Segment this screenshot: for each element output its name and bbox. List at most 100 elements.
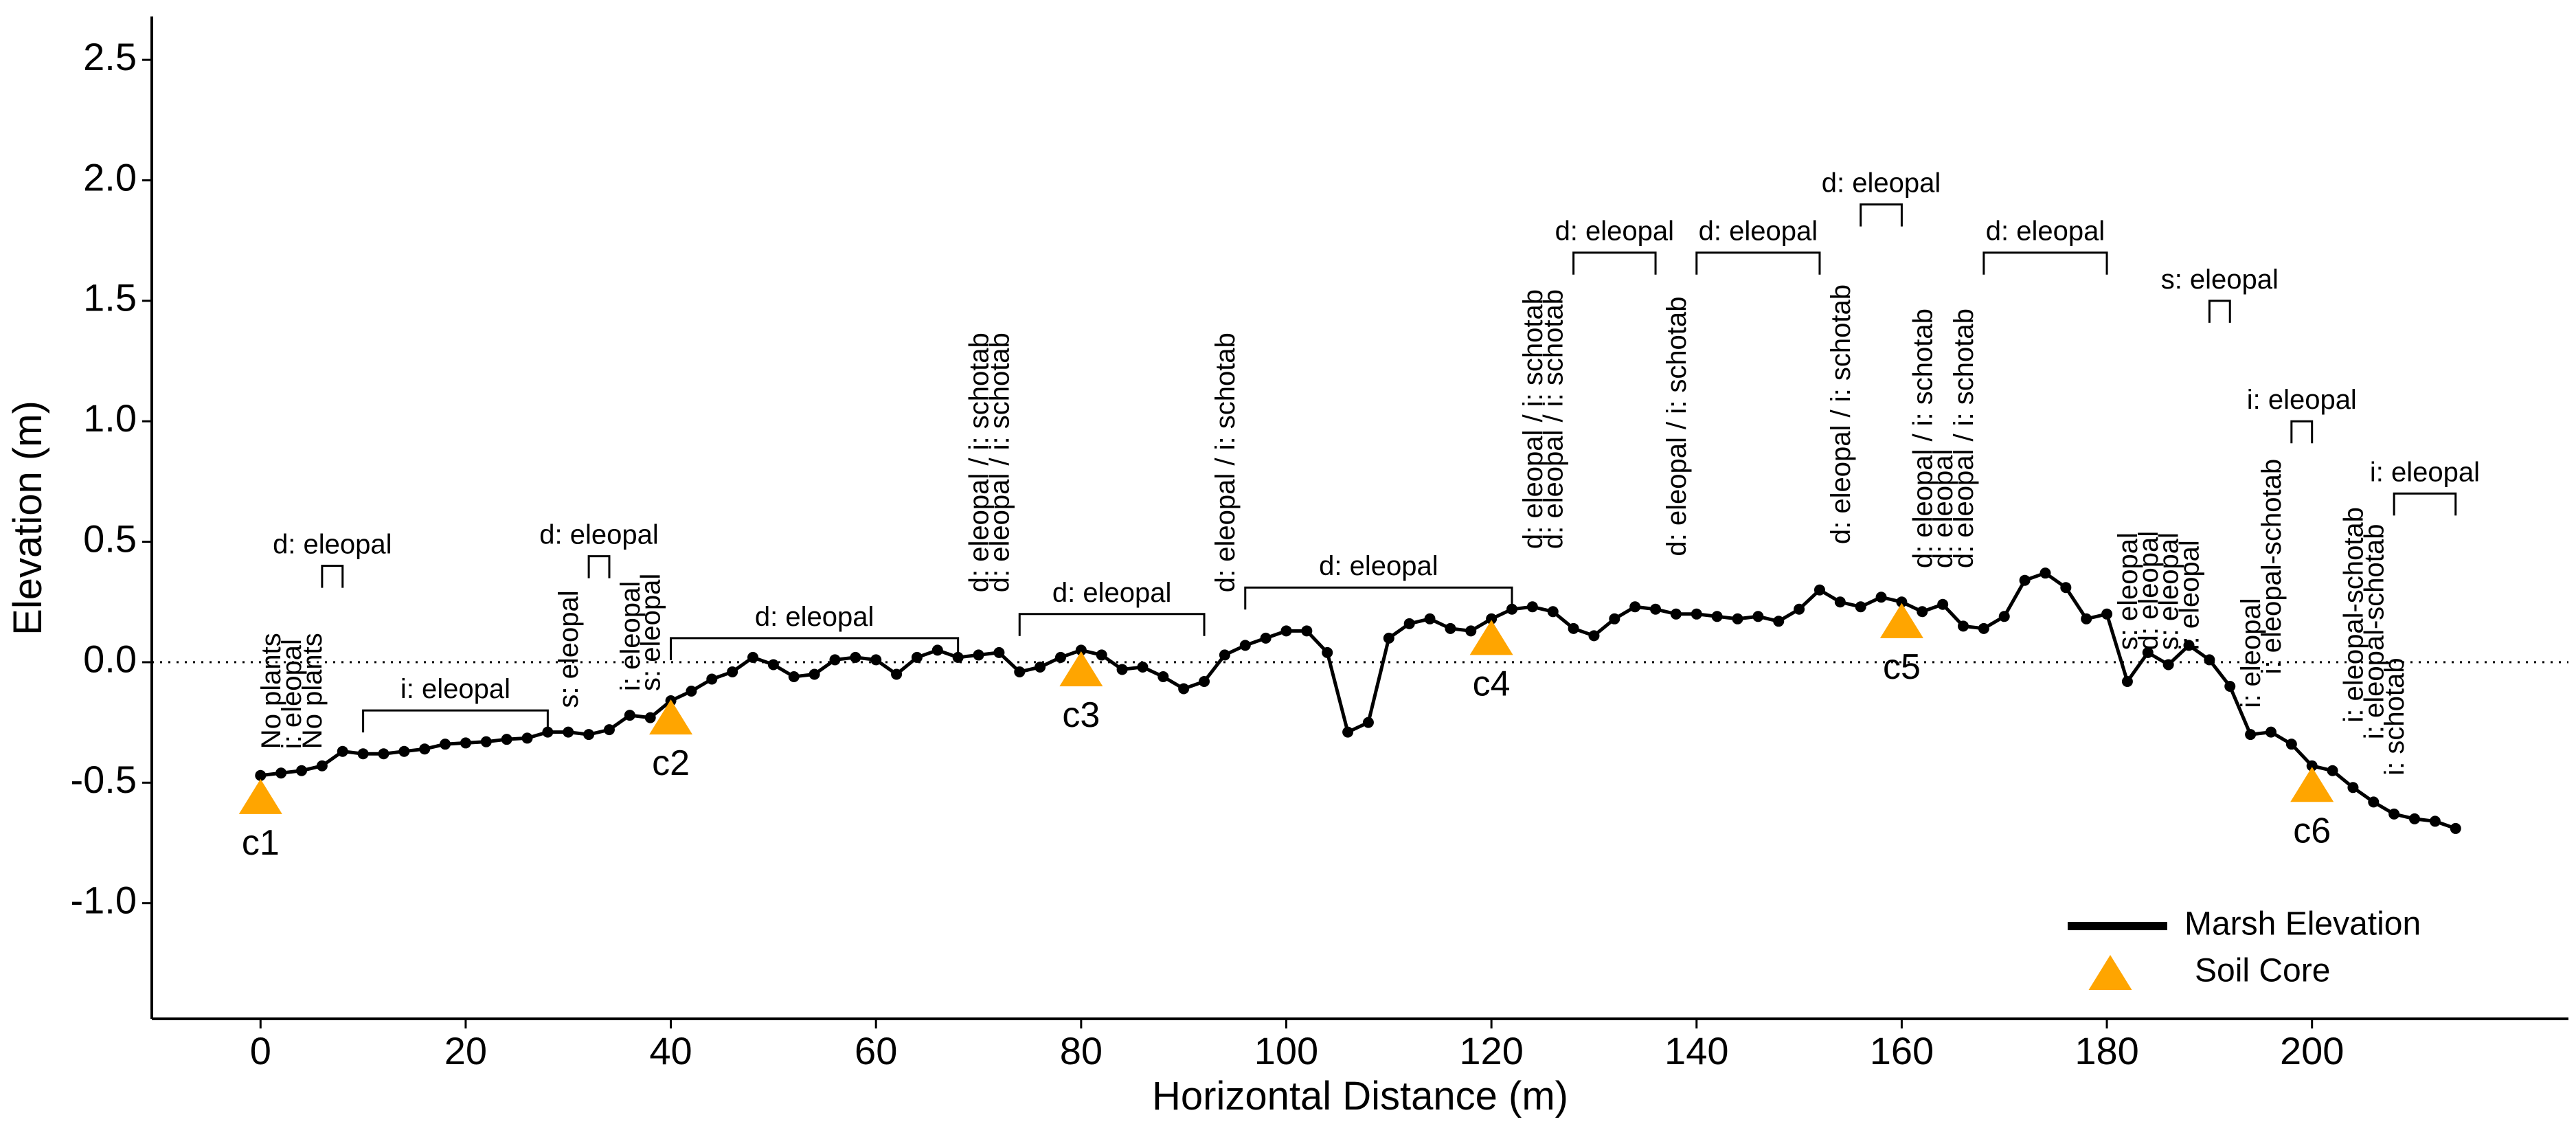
vegetation-label: d: eleopal: [1928, 449, 1958, 568]
soil-core: [1879, 603, 1923, 638]
bracket-label: d: eleopal: [1555, 216, 1674, 247]
elevation-point: [2409, 813, 2421, 824]
elevation-point: [2204, 654, 2215, 666]
x-tick-label: 100: [1254, 1029, 1318, 1072]
legend-triangle: [2088, 955, 2132, 990]
elevation-point: [850, 651, 861, 663]
legend-label: Soil Core: [2195, 953, 2330, 989]
bracket-label: i: eleopal: [2370, 457, 2480, 487]
elevation-point: [1547, 606, 1559, 618]
elevation-point: [378, 748, 389, 760]
bracket: [1860, 203, 1903, 227]
vegetation-label: d: eleopal / i: schotab: [1539, 289, 1569, 549]
elevation-point: [870, 654, 882, 666]
vegetation-label: d: eleopal / i: schotab: [1662, 297, 1692, 556]
bracket: [2208, 300, 2231, 323]
elevation-point: [563, 726, 574, 738]
elevation-point: [2245, 729, 2257, 741]
elevation-point: [1054, 651, 1066, 663]
core-label: c2: [652, 743, 690, 783]
bracket-label: s: eleopal: [2161, 264, 2279, 295]
elevation-point: [767, 659, 779, 671]
bracket-label: d: eleopal: [1699, 216, 1818, 247]
elevation-point: [1711, 611, 1723, 622]
elevation-point: [1342, 726, 1354, 738]
bracket-label: i: eleopal: [400, 674, 510, 704]
elevation-point: [911, 651, 923, 663]
elevation-point: [2224, 681, 2236, 693]
elevation-point: [521, 732, 533, 744]
elevation-point: [2368, 796, 2380, 808]
elevation-point: [1096, 649, 1107, 661]
elevation-point: [296, 765, 308, 776]
bracket: [587, 555, 611, 578]
elevation-point: [931, 644, 943, 656]
y-tick-label: 1.0: [83, 396, 137, 440]
elevation-point: [1137, 661, 1149, 673]
elevation-point: [460, 737, 471, 749]
elevation-point: [1609, 613, 1620, 624]
elevation-point: [1670, 608, 1682, 620]
elevation-point: [829, 654, 841, 666]
elevation-point: [1322, 646, 1333, 658]
elevation-point: [275, 767, 287, 779]
elevation-point: [788, 671, 800, 682]
x-tick-label: 20: [444, 1029, 487, 1072]
vegetation-label: i: eleopal-schotab: [2257, 459, 2287, 675]
elevation-point: [2040, 567, 2051, 579]
elevation-point: [1116, 664, 1128, 675]
elevation-point: [2327, 765, 2338, 776]
elevation-point: [1362, 717, 1374, 728]
vegetation-label: i: eleopal: [277, 639, 307, 749]
elevation-point: [1732, 613, 1743, 624]
soil-core: [1469, 620, 1513, 655]
elevation-point: [337, 745, 348, 757]
vegetation-label: s: eleopal: [636, 574, 666, 691]
vegetation-label: d: eleopal / i: schotab: [1826, 284, 1856, 544]
x-tick-label: 200: [2280, 1029, 2344, 1072]
vegetation-label: i: eleopal: [2236, 598, 2266, 708]
x-tick-label: 0: [250, 1029, 271, 1072]
elevation-point: [1834, 596, 1846, 608]
elevation-point: [1219, 649, 1230, 661]
y-tick-label: 1.5: [83, 276, 137, 319]
vegetation-label: d: eleopal / i: schotab: [1518, 289, 1548, 549]
elevation-point: [1178, 683, 1190, 695]
elevation-point: [1383, 632, 1394, 644]
x-tick-label: 80: [1060, 1029, 1103, 1072]
elevation-point: [1526, 601, 1538, 613]
bracket-label: d: eleopal: [539, 520, 658, 550]
soil-core: [649, 699, 693, 735]
y-tick-label: 0.0: [83, 638, 137, 681]
elevation-point: [542, 726, 554, 738]
bracket-label: i: eleopal: [2247, 385, 2357, 415]
elevation-point: [501, 734, 512, 745]
elevation-point: [440, 739, 451, 750]
elevation-point: [1157, 671, 1169, 682]
elevation-point: [419, 743, 431, 755]
core-label: c6: [2293, 811, 2331, 851]
x-tick-label: 120: [1459, 1029, 1523, 1072]
vegetation-label: d: eleopal: [2134, 531, 2164, 650]
vegetation-label: No plants: [297, 633, 328, 749]
vegetation-label: No plants: [256, 633, 286, 749]
elevation-point: [1568, 622, 1579, 634]
elevation-point: [603, 724, 615, 736]
elevation-point: [1035, 661, 1046, 673]
bracket: [1982, 251, 2108, 275]
elevation-point: [706, 673, 718, 685]
bracket-label: d: eleopal: [1319, 551, 1438, 581]
bracket: [2393, 492, 2457, 516]
x-tick-label: 160: [1870, 1029, 1934, 1072]
elevation-point: [1855, 601, 1866, 613]
bracket: [1244, 586, 1513, 610]
elevation-point: [357, 748, 369, 760]
elevation-point: [1280, 625, 1292, 637]
elevation-point: [624, 710, 635, 721]
elevation-point: [2162, 659, 2174, 671]
bracket-label: d: eleopal: [1052, 578, 1171, 608]
elevation-point: [1752, 611, 1764, 622]
elevation-point: [1260, 632, 1272, 644]
elevation-point: [2450, 822, 2461, 834]
